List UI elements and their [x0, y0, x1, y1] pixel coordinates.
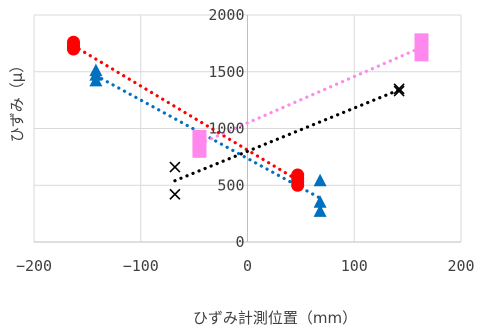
trendlines [71, 44, 424, 200]
data-point-triangle [313, 173, 327, 187]
data-point-square [192, 137, 207, 158]
data-point-x [393, 83, 405, 95]
trendline-x [173, 88, 401, 183]
data-point-triangle [313, 195, 327, 208]
data-point-triangle [89, 73, 103, 87]
data-point-triangle [313, 204, 327, 217]
y-tick-label: 1000 [208, 120, 244, 138]
axes [34, 15, 461, 243]
x-tick-label: −100 [123, 257, 159, 275]
data-point-x [169, 161, 181, 173]
x-axis-title: ひずみ計測位置（mm） [193, 309, 357, 327]
x-tick-label: 0 [243, 257, 252, 275]
data-point-x [169, 188, 181, 200]
trendline-circle [71, 44, 300, 182]
y-axis-title: ひずみ（μ） [8, 58, 26, 143]
data-markers [66, 33, 429, 217]
x-tick-label: 200 [447, 257, 474, 275]
y-tick-label: 2000 [208, 6, 244, 24]
y-tick-label: 1500 [208, 63, 244, 81]
y-tick-label: 0 [235, 233, 244, 251]
data-point-circle [291, 178, 305, 192]
tick-labels: 0 500 1000 1500 2000 −200 −100 0 100 200 [16, 6, 475, 275]
data-point-circle [66, 42, 80, 56]
data-point-square [414, 41, 429, 62]
y-tick-label: 500 [217, 176, 244, 194]
trendline-triangle [94, 73, 322, 200]
data-point-x [393, 85, 405, 97]
trendline-square [197, 45, 424, 146]
x-tick-label: 100 [341, 257, 368, 275]
x-tick-label: −200 [16, 257, 52, 275]
